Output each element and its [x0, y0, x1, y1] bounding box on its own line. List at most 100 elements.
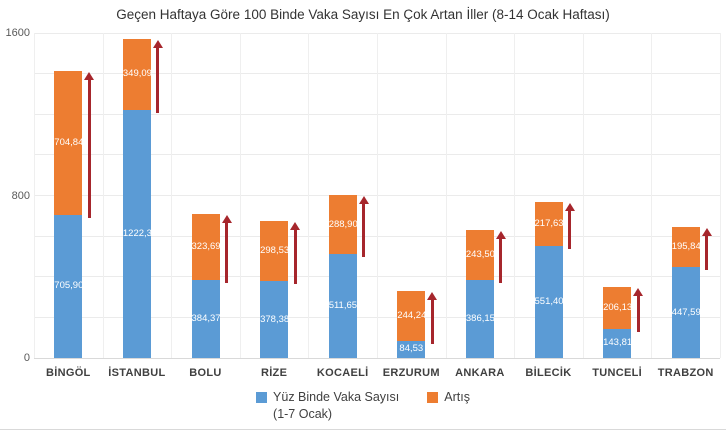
v-gridline — [171, 33, 173, 358]
legend-label: Yüz Binde Vaka Sayısı (1-7 Ocak) — [273, 390, 400, 421]
arrow-head — [84, 72, 95, 81]
category-label: ERZURUM — [382, 367, 440, 379]
v-gridline — [377, 33, 378, 358]
arrow-shaft — [156, 46, 160, 113]
v-gridline — [651, 33, 653, 358]
bar-segment-vaka: 386,15 — [465, 279, 495, 358]
arrow-shaft — [430, 299, 434, 344]
value-label-vaka: 447,59 — [671, 306, 701, 318]
bar-segment-artis: 243,50 — [465, 230, 495, 280]
category-label: TUNCELİ — [592, 367, 642, 379]
value-label-artis: 288,90 — [328, 218, 358, 230]
value-label-artis: 206,13 — [603, 301, 633, 313]
value-label-vaka: 551,40 — [534, 295, 564, 307]
legend-swatch-icon — [427, 392, 439, 403]
value-label-artis: 704,84 — [54, 137, 84, 149]
arrow-head — [495, 231, 506, 240]
legend-item: Artış — [427, 389, 470, 406]
category-label: RİZE — [260, 367, 288, 379]
arrow-head — [221, 215, 232, 224]
bar-segment-vaka: 378,38 — [260, 281, 290, 358]
value-label-artis: 349,09 — [122, 68, 152, 80]
value-label-artis: 298,53 — [260, 244, 290, 256]
increase-arrow-icon — [564, 202, 575, 250]
legend-label: Artış — [444, 390, 470, 404]
v-gridline — [34, 33, 35, 358]
value-label-vaka: 1222,37 — [122, 227, 158, 239]
arrow-shaft — [636, 294, 640, 332]
value-label-artis: 323,69 — [191, 241, 221, 253]
value-label-artis: 244,24 — [397, 310, 427, 321]
value-label-vaka: 384,37 — [191, 312, 221, 324]
increase-arrow-icon — [221, 215, 232, 284]
category-label: ANKARA — [455, 367, 505, 379]
bar-segment-artis: 349,09 — [122, 38, 152, 110]
arrow-head — [427, 292, 438, 301]
chart-legend: Yüz Binde Vaka Sayısı (1-7 Ocak) Artış — [0, 389, 726, 423]
value-label-vaka: 705,90 — [54, 280, 84, 292]
bar-segment-artis: 195,84 — [671, 227, 701, 268]
chart-title: Geçen Haftaya Göre 100 Binde Vaka Sayısı… — [116, 7, 610, 22]
increase-arrow-icon — [84, 72, 95, 218]
legend-swatch-icon — [256, 392, 268, 403]
bar-segment-artis: 244,24 — [397, 291, 427, 341]
arrow-head — [633, 287, 644, 296]
value-label-vaka: 386,15 — [465, 312, 495, 324]
category-label: İSTANBUL — [108, 367, 166, 379]
category-label: BOLU — [189, 367, 222, 379]
value-label-artis: 195,84 — [671, 241, 701, 253]
bar-segment-vaka: 447,59 — [671, 267, 701, 358]
arrow-shaft — [293, 228, 297, 285]
arrow-shaft — [87, 79, 91, 218]
bar-segment-vaka: 705,90 — [54, 214, 84, 358]
value-label-vaka: 378,38 — [260, 313, 290, 325]
category-label: BİLECİK — [525, 367, 572, 379]
arrow-shaft — [225, 222, 228, 283]
category-label: BİNGÖL — [46, 367, 91, 379]
bar-segment-vaka: 84,53 — [397, 340, 426, 358]
increase-arrow-icon — [290, 221, 301, 286]
bar-segment-artis: 704,84 — [54, 71, 84, 215]
arrow-head — [152, 39, 163, 48]
bar-segment-artis: 323,69 — [191, 214, 221, 280]
bar-segment-artis: 206,13 — [603, 286, 633, 329]
increase-arrow-icon — [427, 292, 438, 345]
legend-label-line2: (1-7 Ocak) — [273, 407, 333, 421]
bar-segment-artis: 298,53 — [260, 220, 290, 282]
value-label-artis: 243,50 — [465, 248, 495, 260]
v-gridline — [102, 33, 104, 358]
bar-segment-artis: 217,63 — [534, 201, 564, 246]
arrow-head — [358, 196, 369, 205]
arrow-shaft — [568, 209, 571, 249]
y-axis-tick-label: 0 — [23, 352, 30, 364]
arrow-head — [564, 202, 575, 211]
v-gridline — [582, 33, 584, 358]
bar-segment-vaka: 551,40 — [534, 245, 564, 358]
increase-arrow-icon — [152, 39, 163, 114]
y-axis-tick-label: 800 — [11, 189, 30, 202]
v-gridline — [514, 33, 516, 358]
increase-arrow-icon — [358, 196, 369, 258]
v-gridline — [308, 33, 310, 358]
increase-arrow-icon — [701, 228, 712, 271]
y-axis-tick-label: 1600 — [5, 27, 30, 39]
arrow-shaft — [705, 235, 709, 271]
arrow-head — [701, 228, 712, 237]
arrow-head — [290, 221, 301, 230]
bar-segment-vaka: 1222,37 — [122, 109, 158, 358]
bar-segment-vaka: 143,81 — [603, 328, 633, 358]
arrow-shaft — [362, 203, 366, 258]
v-gridline — [720, 33, 721, 358]
increase-arrow-icon — [633, 287, 644, 333]
category-label: TRABZON — [657, 367, 714, 379]
legend-item: Yüz Binde Vaka Sayısı (1-7 Ocak) — [256, 389, 399, 423]
category-label: KOCAELİ — [316, 367, 369, 379]
v-gridline — [445, 33, 447, 358]
bar-segment-vaka: 511,65 — [328, 254, 357, 358]
v-gridline — [239, 33, 241, 358]
x-axis-line — [34, 357, 720, 359]
value-label-vaka: 84,53 — [399, 343, 424, 355]
value-label-artis: 217,63 — [534, 217, 564, 229]
value-label-vaka: 143,81 — [603, 337, 633, 349]
